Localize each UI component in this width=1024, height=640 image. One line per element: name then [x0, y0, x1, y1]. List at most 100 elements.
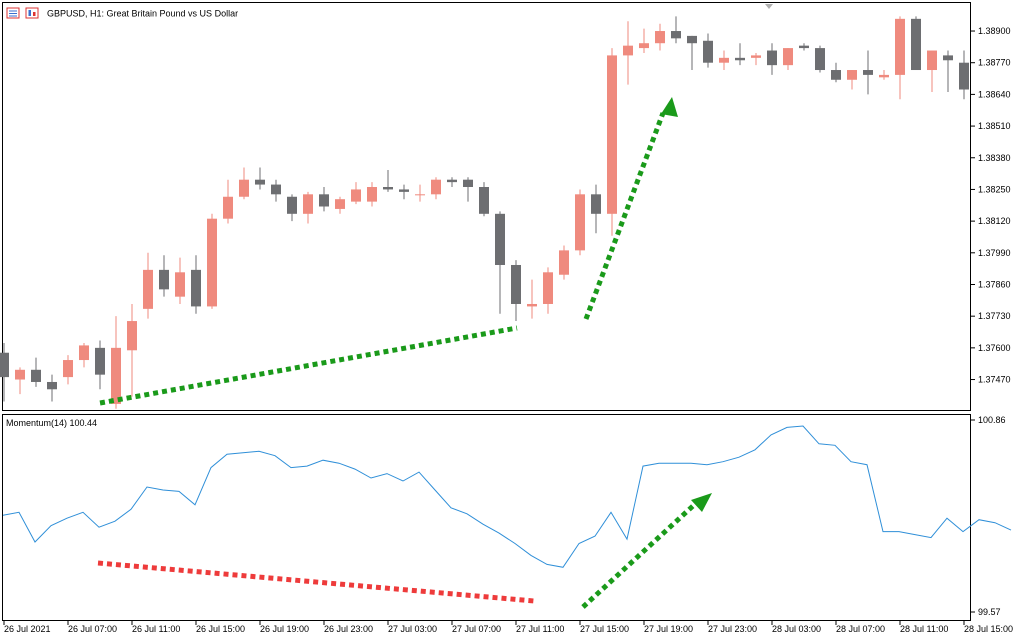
candle — [831, 62, 841, 83]
candle — [63, 355, 73, 385]
candle-body — [271, 184, 281, 195]
time-tick-label: 28 Jul 11:00 — [900, 624, 948, 634]
candle — [111, 316, 121, 409]
candle — [447, 177, 457, 188]
time-tick-label: 27 Jul 19:00 — [644, 624, 693, 634]
candle-body — [191, 269, 201, 307]
candle-body — [31, 369, 41, 382]
candle — [271, 179, 281, 202]
time-tick-label: 26 Jul 07:00 — [68, 624, 117, 634]
price-tick-label: 1.38640 — [978, 89, 1011, 99]
candle-body — [175, 272, 185, 297]
candle — [31, 357, 41, 387]
time-tick-label: 28 Jul 07:00 — [836, 624, 885, 634]
candle — [191, 255, 201, 314]
annotation-green-arrow-price-up — [583, 97, 678, 320]
candle — [495, 211, 505, 314]
candle — [687, 35, 697, 71]
candle-body — [479, 187, 489, 214]
candle-body — [207, 218, 217, 307]
candle-body — [719, 57, 729, 63]
candle-body — [703, 40, 713, 63]
momentum-axis: 100.86 99.57 — [971, 415, 1006, 617]
candle-body — [431, 179, 441, 195]
candle — [767, 43, 777, 75]
candle-body — [863, 70, 873, 75]
candle — [79, 342, 89, 368]
momentum-tick-label: 100.86 — [978, 415, 1006, 425]
candle — [0, 342, 9, 402]
arrowhead-icon — [661, 97, 678, 117]
candle-body — [367, 187, 377, 202]
candle — [751, 52, 761, 66]
candle — [415, 184, 425, 202]
candle — [15, 367, 25, 395]
candle-body — [847, 70, 857, 80]
momentum-series — [2, 425, 1012, 568]
candle-body — [303, 194, 313, 214]
candle — [815, 45, 825, 73]
candle — [543, 267, 553, 314]
candle — [383, 169, 393, 192]
candle — [159, 255, 169, 297]
candle — [671, 16, 681, 44]
time-tick-label: 27 Jul 07:00 — [452, 624, 501, 634]
candle — [479, 182, 489, 217]
candle — [431, 177, 441, 200]
candle-body — [111, 347, 121, 404]
momentum-pane-frame — [2, 414, 971, 621]
momentum-line — [2, 425, 1012, 568]
candle-body — [559, 250, 569, 275]
price-tick-label: 1.38510 — [978, 121, 1011, 131]
arrowhead-icon — [691, 493, 712, 512]
chart-title: GBPUSD, H1: Great Britain Pound vs US Do… — [47, 9, 238, 19]
chart-window-icon[interactable] — [6, 7, 20, 19]
time-axis: 26 Jul 2021 26 Jul 07:00 26 Jul 11:00 26 Ju… — [3, 621, 1013, 634]
price-tick-label: 1.38900 — [978, 26, 1011, 36]
candle-body — [319, 194, 329, 207]
candle-body — [0, 352, 9, 378]
candle-body — [223, 196, 233, 219]
price-tick-label: 1.38770 — [978, 58, 1011, 68]
candle — [143, 252, 153, 319]
candle — [895, 16, 905, 100]
candle-body — [623, 45, 633, 56]
candle — [703, 33, 713, 68]
annotation-green-arrow-momentum-up — [581, 493, 712, 609]
candle-body — [159, 269, 169, 290]
momentum-tick-label: 99.57 — [978, 607, 1001, 617]
candle-body — [495, 213, 505, 265]
candle-body — [47, 381, 57, 390]
candle — [511, 260, 521, 322]
price-tick-label: 1.38250 — [978, 184, 1011, 194]
candle — [559, 245, 569, 280]
candle — [879, 70, 889, 80]
candle — [623, 21, 633, 85]
candle-body — [399, 189, 409, 192]
time-tick-label: 27 Jul 15:00 — [580, 624, 629, 634]
candle — [303, 191, 313, 224]
candle-body — [335, 199, 345, 209]
time-tick-label: 27 Jul 23:00 — [708, 624, 757, 634]
candle-body — [127, 321, 137, 351]
candle-body — [767, 50, 777, 66]
chart-shift-marker[interactable] — [765, 4, 773, 9]
time-tick-label: 27 Jul 11:00 — [516, 624, 564, 634]
candle-body — [383, 187, 393, 190]
chart-type-icon[interactable] — [25, 7, 39, 19]
candle — [399, 184, 409, 200]
time-tick-label: 26 Jul 15:00 — [196, 624, 245, 634]
price-tick-label: 1.37470 — [978, 375, 1011, 385]
candle — [911, 16, 921, 71]
time-tick-label: 28 Jul 15:00 — [964, 624, 1013, 634]
candle-body — [927, 50, 937, 71]
candle — [607, 48, 617, 236]
time-tick-label: 28 Jul 03:00 — [772, 624, 821, 634]
candle-body — [79, 345, 89, 361]
annotation-green-arrow-price-low — [99, 325, 518, 406]
candle-body — [287, 196, 297, 214]
candle-body — [463, 179, 473, 188]
candle — [927, 50, 937, 92]
